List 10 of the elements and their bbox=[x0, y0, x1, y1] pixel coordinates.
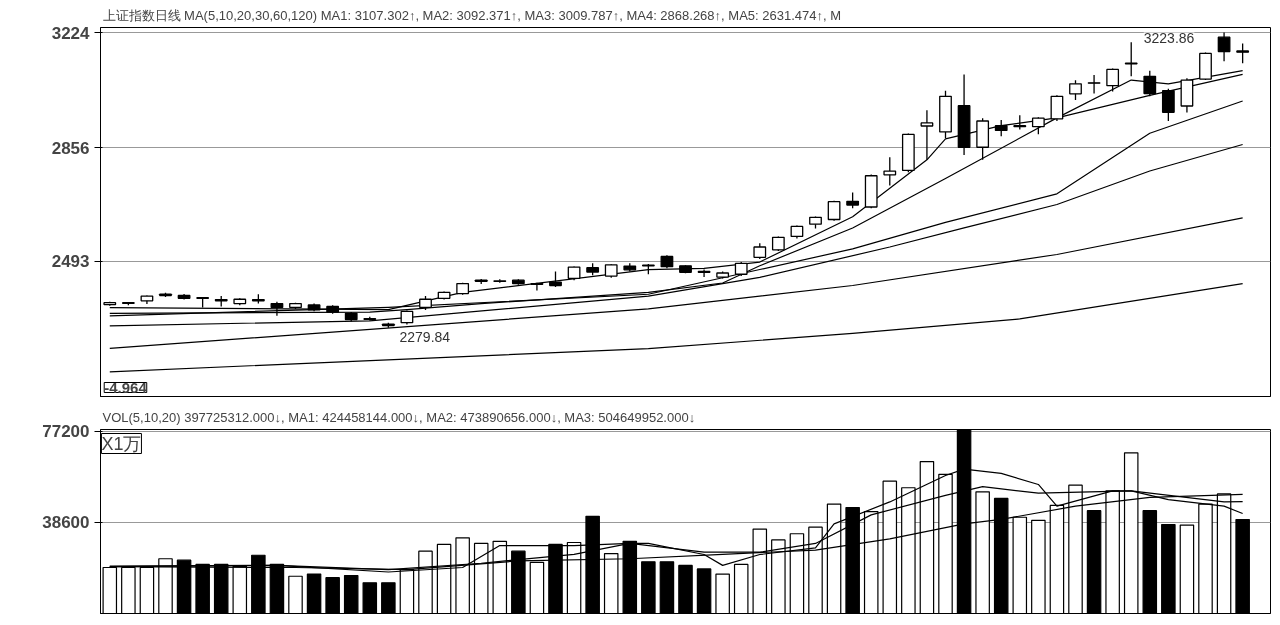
chart-title: 上证指数日线 MA(5,10,20,30,60,120) MA1: 3107.302↑, MA2: 3092.371↑, MA3: 3009.787↑, MA4: 2868.268↑, MA5: 2631.474↑, M bbox=[102, 7, 842, 23]
y-tick-label: 2493 bbox=[51, 252, 90, 272]
y-tick-label: 3224 bbox=[51, 23, 91, 43]
y-tick-label: 2856 bbox=[51, 138, 90, 158]
y-tick-label: 38600 bbox=[42, 513, 90, 533]
annotation: 3223.86 bbox=[1143, 29, 1195, 46]
annotation: 2279.84 bbox=[399, 328, 451, 345]
y-tick-label: 77200 bbox=[42, 422, 90, 442]
annotation: X1万 bbox=[101, 433, 142, 454]
chart-title: VOL(5,10,20) 397725312.000↓, MA1: 424458144.000↓, MA2: 473890656.000↓, MA3: 504649952.000↓ bbox=[102, 409, 696, 425]
